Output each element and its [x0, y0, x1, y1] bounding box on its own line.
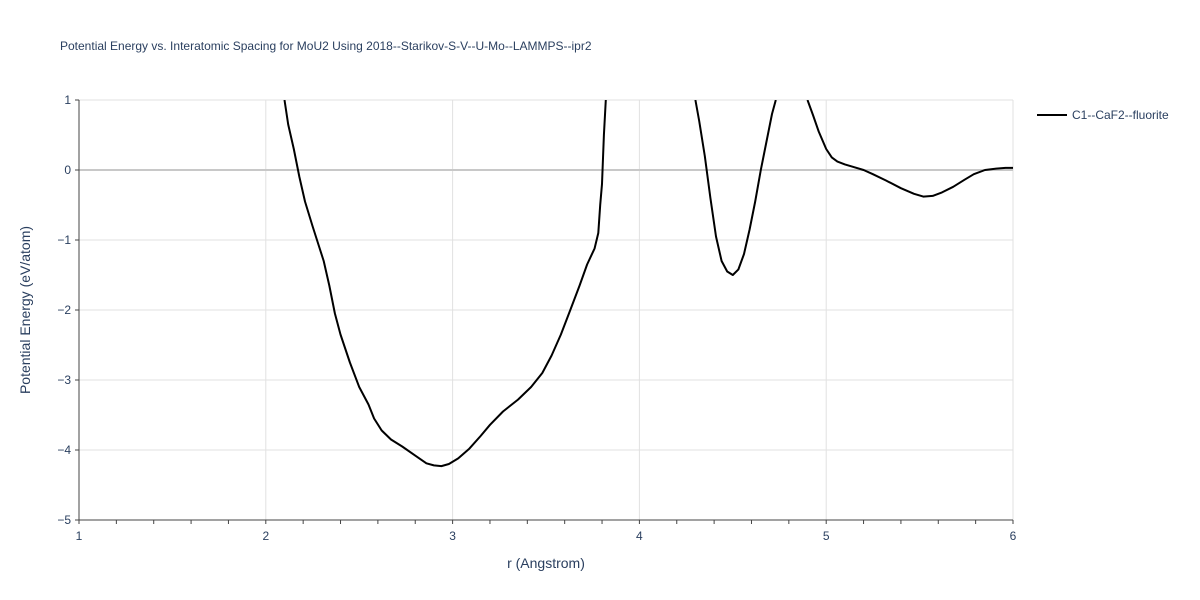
x-tick-label: 1	[76, 529, 83, 543]
y-tick-label: 0	[64, 163, 71, 177]
y-axis-title: Potential Energy (eV/atom)	[17, 226, 33, 394]
y-tick-label: −4	[57, 443, 71, 457]
y-tick-label: 1	[64, 93, 71, 107]
x-tick-label: 5	[823, 529, 830, 543]
y-tick-label: −5	[57, 513, 71, 527]
x-tick-label: 3	[449, 529, 456, 543]
legend[interactable]: C1--CaF2--fluorite	[1037, 108, 1169, 122]
x-axis-title: r (Angstrom)	[507, 555, 585, 571]
x-tick-label: 6	[1010, 529, 1017, 543]
y-tick-label: −3	[57, 373, 71, 387]
series-line	[694, 100, 777, 276]
y-tick-label: −2	[57, 303, 71, 317]
chart-title: Potential Energy vs. Interatomic Spacing…	[60, 39, 592, 53]
legend-label: C1--CaF2--fluorite	[1072, 108, 1169, 122]
series-line	[806, 100, 1013, 198]
grid	[79, 99, 1014, 520]
x-tick-label: 4	[636, 529, 643, 543]
plot-area	[283, 100, 1013, 468]
x-tick-label: 2	[262, 529, 269, 543]
series-line	[283, 100, 607, 468]
axes: 1 2 3 4 5 6 1 0 −1 −2 −3 −4 −5	[57, 93, 1016, 543]
y-tick-label: −1	[57, 233, 71, 247]
